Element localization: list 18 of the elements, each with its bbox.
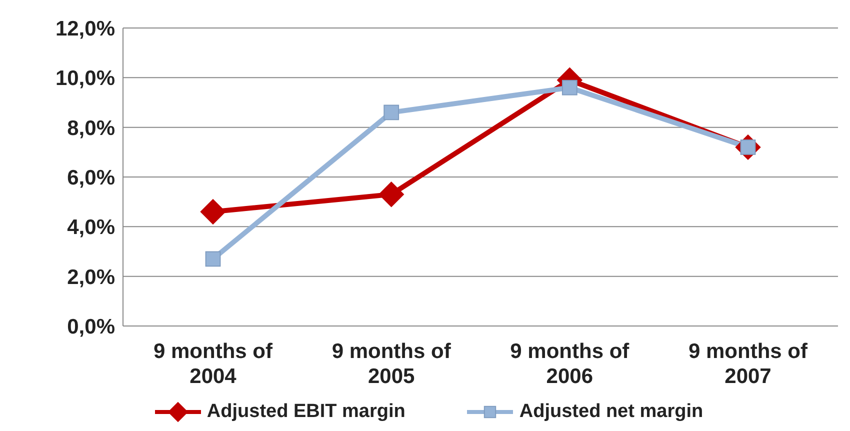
- legend-label: Adjusted net margin: [519, 401, 704, 423]
- y-tick-label: 8,0%: [67, 116, 116, 140]
- point: [378, 182, 404, 208]
- y-tick-label: 2,0%: [67, 266, 116, 289]
- y-tick-label: 4,0%: [67, 216, 116, 240]
- y-tick-label: 0,0%: [67, 315, 116, 338]
- y-tick-label: 12,0%: [55, 17, 116, 40]
- point: [562, 80, 578, 96]
- x-tick-label: 9 months of 2006: [510, 340, 630, 388]
- x-tick-label: 9 months of 2005: [332, 340, 452, 388]
- x-tick-label: 9 months of 2004: [154, 340, 274, 388]
- y-tick-label: 6,0%: [67, 166, 116, 190]
- x-tick-label: 9 months of 2007: [688, 340, 809, 388]
- point: [205, 251, 221, 267]
- legend-label: Adjusted EBIT margin: [206, 401, 406, 423]
- point: [200, 199, 226, 224]
- point: [384, 104, 400, 120]
- y-tick-label: 10,0%: [55, 67, 116, 90]
